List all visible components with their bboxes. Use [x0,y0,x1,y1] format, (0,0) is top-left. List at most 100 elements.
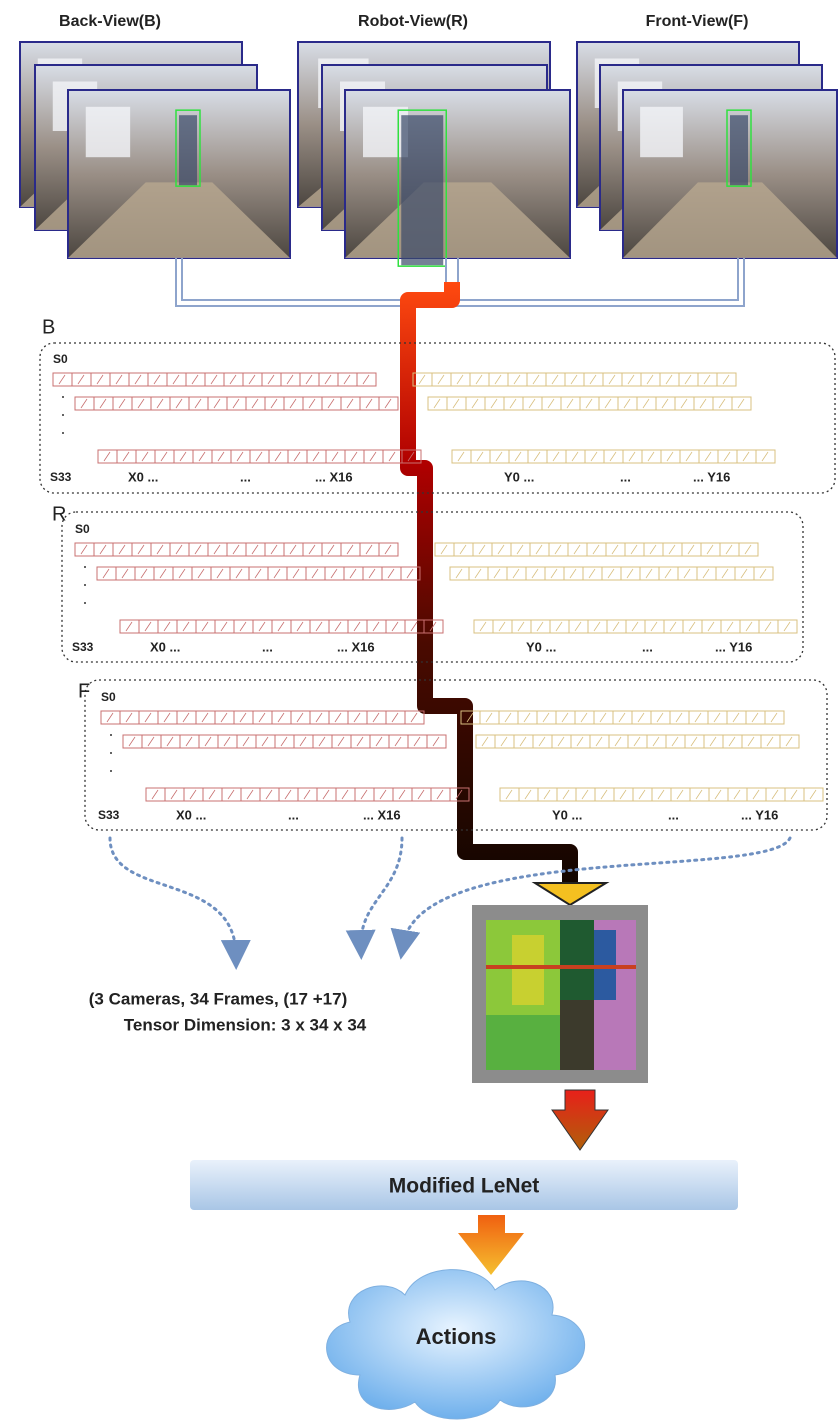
cell [381,566,402,581]
cell-slash [687,544,695,555]
cell [221,787,242,802]
cell-slash [581,789,589,800]
cell-slash [254,568,262,579]
model-label: Modified LeNet [389,1175,540,1198]
cell [354,787,375,802]
cell-slash [744,544,752,555]
cell [207,396,228,411]
cell-slash [251,544,259,555]
cell [388,734,409,749]
x-label: ... [288,807,299,822]
cell-slash [391,621,399,632]
panel-label: B [42,316,55,338]
cell-slash [740,568,748,579]
cell [283,542,304,557]
x-label: ... X16 [363,807,401,822]
cell-slash [752,789,760,800]
cell [777,619,798,634]
cell-slash [619,789,627,800]
cell [473,619,494,634]
cell [670,787,691,802]
view-title: Robot-View(R) [358,13,468,30]
cell [71,372,92,387]
cell [214,710,235,725]
cell [195,619,216,634]
cell [586,542,607,557]
y-label: ... [668,807,679,822]
cell [484,396,505,411]
cell [305,566,326,581]
window [363,106,408,158]
cell-slash [566,398,574,409]
cell-slash [289,544,297,555]
cell-slash [372,712,380,723]
cell-slash [457,451,465,462]
cell-slash [607,568,615,579]
cell-slash [656,712,664,723]
dot [110,770,112,772]
cell-slash [683,568,691,579]
cell [688,710,709,725]
y-label: ... [620,469,631,484]
cell-slash [684,374,692,385]
cell [427,396,448,411]
cell-slash [809,789,817,800]
cell [128,372,149,387]
row-label: S0 [75,522,90,536]
cell-slash [551,374,559,385]
cell-slash [433,398,441,409]
x-label: ... [240,469,251,484]
cell [267,566,288,581]
cell [603,449,624,464]
cell [236,734,257,749]
cell [198,734,219,749]
cell-slash [406,568,414,579]
output-label: Actions [416,1324,497,1349]
cell-slash [471,398,479,409]
cell-slash [437,374,445,385]
cell [309,710,330,725]
flow-arrowhead [531,882,610,907]
cell [344,449,365,464]
y-label: Y0 ... [504,469,534,484]
cell-slash [647,451,655,462]
cell [74,396,95,411]
cell [644,619,665,634]
cell-slash [456,374,464,385]
cell-slash [702,568,710,579]
cell [784,787,805,802]
cell-slash [232,398,240,409]
cell-slash [289,398,297,409]
cell-slash [766,736,774,747]
cell [453,542,474,557]
cell [245,396,266,411]
cell-slash [498,621,506,632]
cell-slash [163,621,171,632]
output-cloud [326,1269,586,1420]
cell-slash [284,789,292,800]
cell [109,372,130,387]
cell-slash [172,374,180,385]
cell-slash [255,451,263,462]
cell-slash [745,621,753,632]
cell [52,372,73,387]
cell [138,619,159,634]
cell [715,566,736,581]
cell [731,396,752,411]
cell-slash [676,789,684,800]
cell [261,372,282,387]
cell-slash [747,736,755,747]
window [640,106,683,158]
cell-slash [251,398,259,409]
cell-slash [248,374,256,385]
dot [62,432,64,434]
cell-slash [115,374,123,385]
y-label: ... Y16 [741,807,778,822]
cell [758,619,779,634]
dot [84,584,86,586]
cell-slash [299,736,307,747]
cell-slash [185,736,193,747]
cell-slash [418,374,426,385]
cell [560,396,581,411]
